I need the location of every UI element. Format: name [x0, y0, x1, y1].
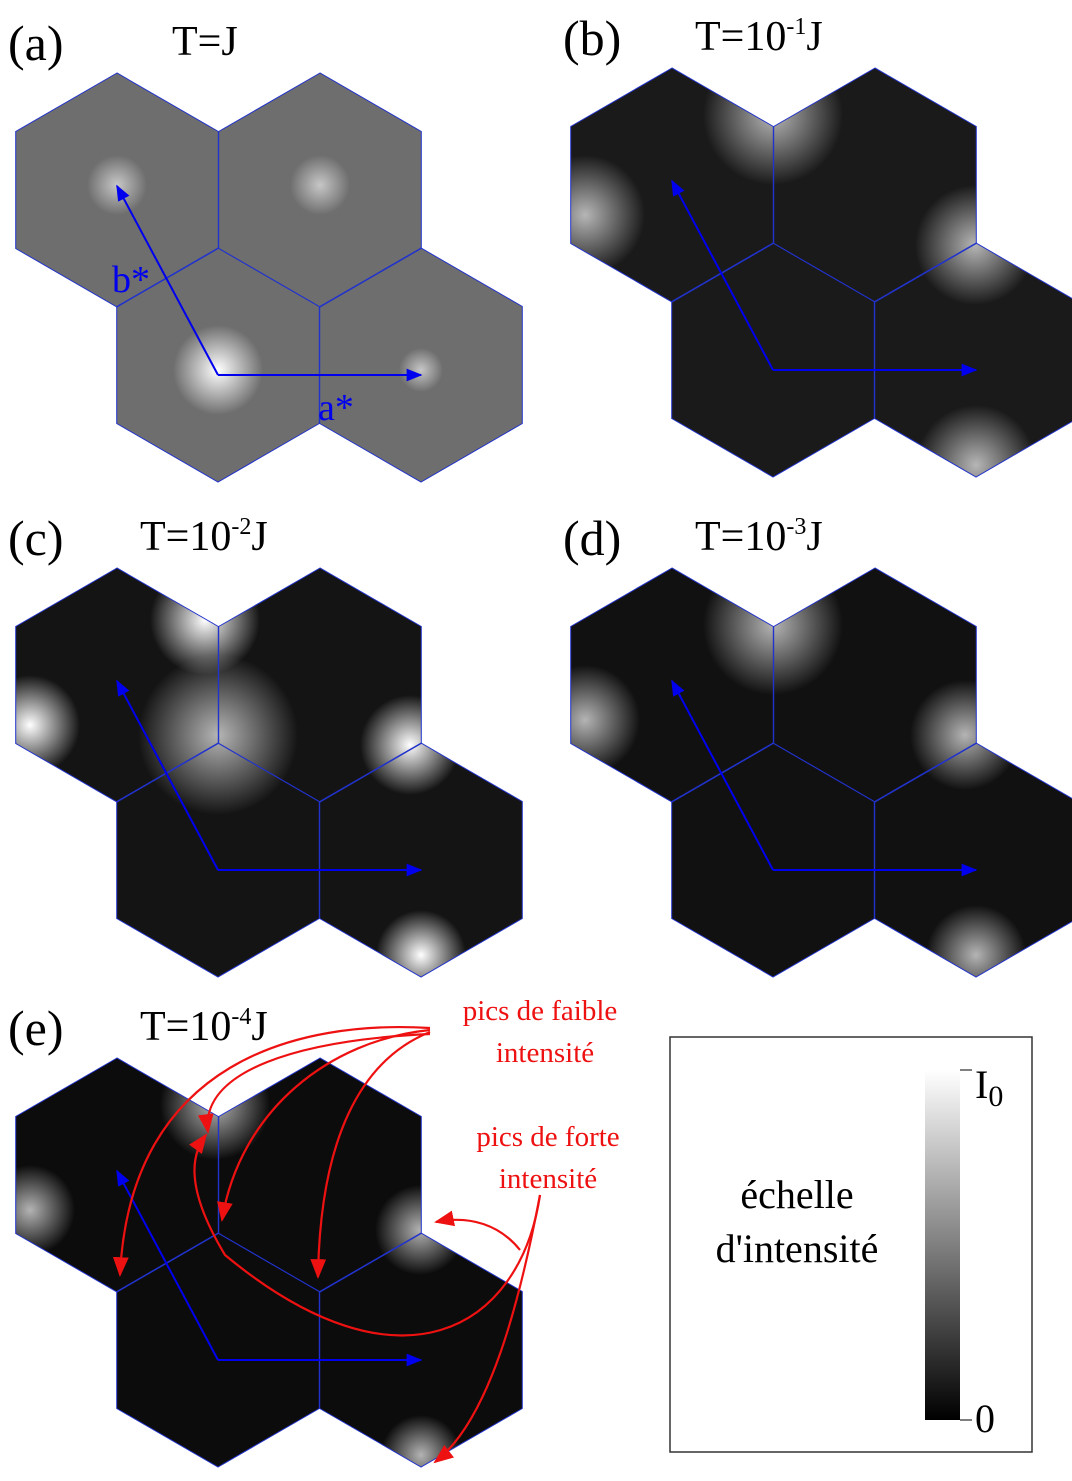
b-star-vector: [116, 184, 219, 376]
scale-title: échelle: [740, 1172, 853, 1217]
annotation: intensité: [499, 1163, 597, 1195]
temperature-exponent: -2: [231, 514, 251, 540]
b-star-vector: [671, 179, 774, 371]
brillouin-zone: [319, 1232, 523, 1468]
temperature-base: T=10: [140, 1004, 231, 1050]
annotation: pics de faible: [463, 995, 618, 1027]
panel: (c) T=10-2J: [8, 510, 523, 978]
intensity-spot: [915, 185, 1035, 305]
b-star-vector: [116, 679, 219, 871]
temperature: T=10-1J: [695, 14, 823, 60]
arrow: [112, 1025, 431, 1277]
temperature: T=10-2J: [140, 514, 268, 560]
intensity-spot: [399, 348, 443, 392]
intensity-map: [570, 68, 1072, 477]
intensity-spot: [910, 680, 1020, 790]
intensity-spot: [15, 1165, 75, 1255]
panel-label: (e): [8, 1000, 64, 1056]
intensity-map: [570, 568, 1072, 977]
temperature-base: T=10: [695, 14, 786, 60]
intensity-spot: [375, 1185, 465, 1275]
scale-min: 0: [975, 1396, 995, 1441]
scale-box: [669, 1036, 1033, 1453]
intensity-map: [15, 73, 523, 482]
panel: (e) T=10-4J: [8, 1000, 523, 1468]
temperature-unit: J: [806, 514, 822, 560]
brillouin-zone: [874, 742, 1072, 978]
intensity-spot: [360, 695, 460, 795]
temperature: T=10-3J: [695, 514, 823, 560]
temperature-unit: J: [251, 1004, 267, 1050]
axis-label: b*: [112, 259, 150, 301]
temperature-base: T=10: [695, 514, 786, 560]
intensity-spot: [381, 1415, 461, 1467]
intensity-spot: [15, 675, 80, 775]
temperature-unit: J: [806, 14, 822, 60]
arrow: [310, 1030, 431, 1279]
intensity-spot: [570, 665, 640, 775]
arrow: [197, 1032, 431, 1134]
brillouin-zone: [319, 742, 523, 978]
panel-label: (c): [8, 510, 64, 566]
red-arrows: [112, 1025, 542, 1464]
annotation: pics de forte: [476, 1121, 619, 1153]
map-background: [15, 73, 523, 482]
scale-title: d'intensité: [716, 1226, 879, 1271]
intensity-spot: [290, 155, 350, 215]
temperature-base: T=10: [140, 514, 231, 560]
annotations: pics de faible intensité pics de forte i…: [463, 995, 620, 1195]
temperature-exponent: -3: [786, 514, 806, 540]
b-star-vector: [116, 1169, 219, 1361]
temperature-unit: J: [251, 514, 267, 560]
intensity-spot: [173, 325, 263, 415]
arrow: [434, 1210, 521, 1251]
temperature-exponent: -1: [786, 14, 806, 40]
panel-label: (b): [563, 10, 621, 66]
temperature-exponent: -4: [231, 1004, 251, 1030]
symbol: I: [975, 1062, 988, 1107]
intensity-spot: [916, 405, 1036, 477]
intensity-map: [15, 568, 523, 977]
temperature: T=J: [172, 19, 238, 65]
brillouin-zone: [319, 247, 523, 483]
intensity-spot: [570, 155, 645, 275]
panel: (b) T=10-1J: [563, 10, 1072, 478]
panel: (d) T=10-3J: [563, 510, 1072, 978]
arrow: [189, 1133, 542, 1337]
intensity-spot: [926, 905, 1026, 977]
panel: (a) T=J b* a*: [8, 15, 523, 483]
intensity-spot: [376, 910, 466, 977]
intensity-spot: [160, 1058, 270, 1160]
temperature: T=10-4J: [140, 1004, 268, 1050]
panel-label: (a): [8, 15, 64, 71]
subscript: 0: [988, 1080, 1003, 1113]
color-bar: [925, 1070, 960, 1420]
brillouin-zone: [874, 242, 1072, 478]
panel-label: (d): [563, 510, 621, 566]
b-star-vector: [671, 679, 774, 871]
axis-label: a*: [318, 387, 354, 429]
intensity-spot: [87, 155, 147, 215]
arrow: [433, 1194, 542, 1464]
scale-max: I0: [975, 1062, 1003, 1113]
intensity-scale: I0 0 échelle d'intensité: [669, 1036, 1033, 1453]
annotation: intensité: [496, 1037, 594, 1069]
